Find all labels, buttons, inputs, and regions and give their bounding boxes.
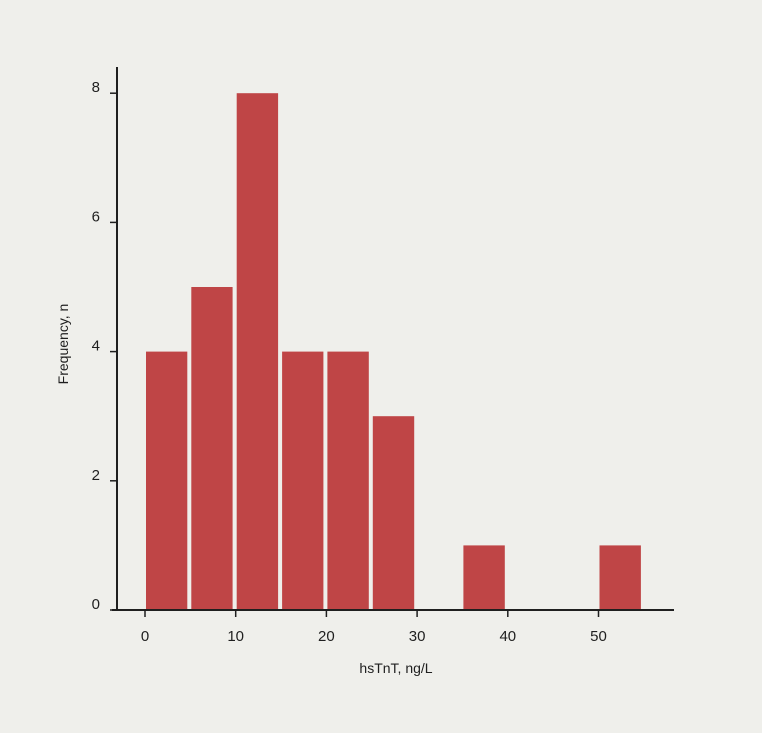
y-tick-label-0: 0 [92,596,100,613]
x-tick-label-10: 10 [227,628,244,645]
y-tick-label-6: 6 [92,208,100,225]
histogram-bar-5 [372,416,415,610]
y-tick-label-4: 4 [92,338,100,355]
x-axis-title: hsTnT, ng/L [359,660,432,676]
histogram-bar-0 [146,351,188,610]
histogram-bar-1 [191,287,233,610]
x-tick-label-40: 40 [499,628,516,645]
histogram-bar-10 [599,545,641,610]
histogram-bar-2 [236,93,279,610]
y-tick-label-2: 2 [92,467,100,484]
y-ticks-group: 0 2 4 6 8 [92,79,117,613]
x-tick-label-30: 30 [409,628,426,645]
y-tick-label-8: 8 [92,79,100,96]
histogram-bar-3 [282,351,324,610]
x-tick-label-50: 50 [590,628,607,645]
x-tick-label-0: 0 [141,628,149,645]
axes-group [112,67,674,611]
histogram-bar-4 [327,351,369,610]
y-axis-title: Frequency, n [55,304,71,385]
x-tick-label-20: 20 [318,628,335,645]
bars-group [146,93,641,610]
x-ticks-group: 0 10 20 30 40 50 [141,610,607,645]
histogram-bar-7 [463,545,505,610]
